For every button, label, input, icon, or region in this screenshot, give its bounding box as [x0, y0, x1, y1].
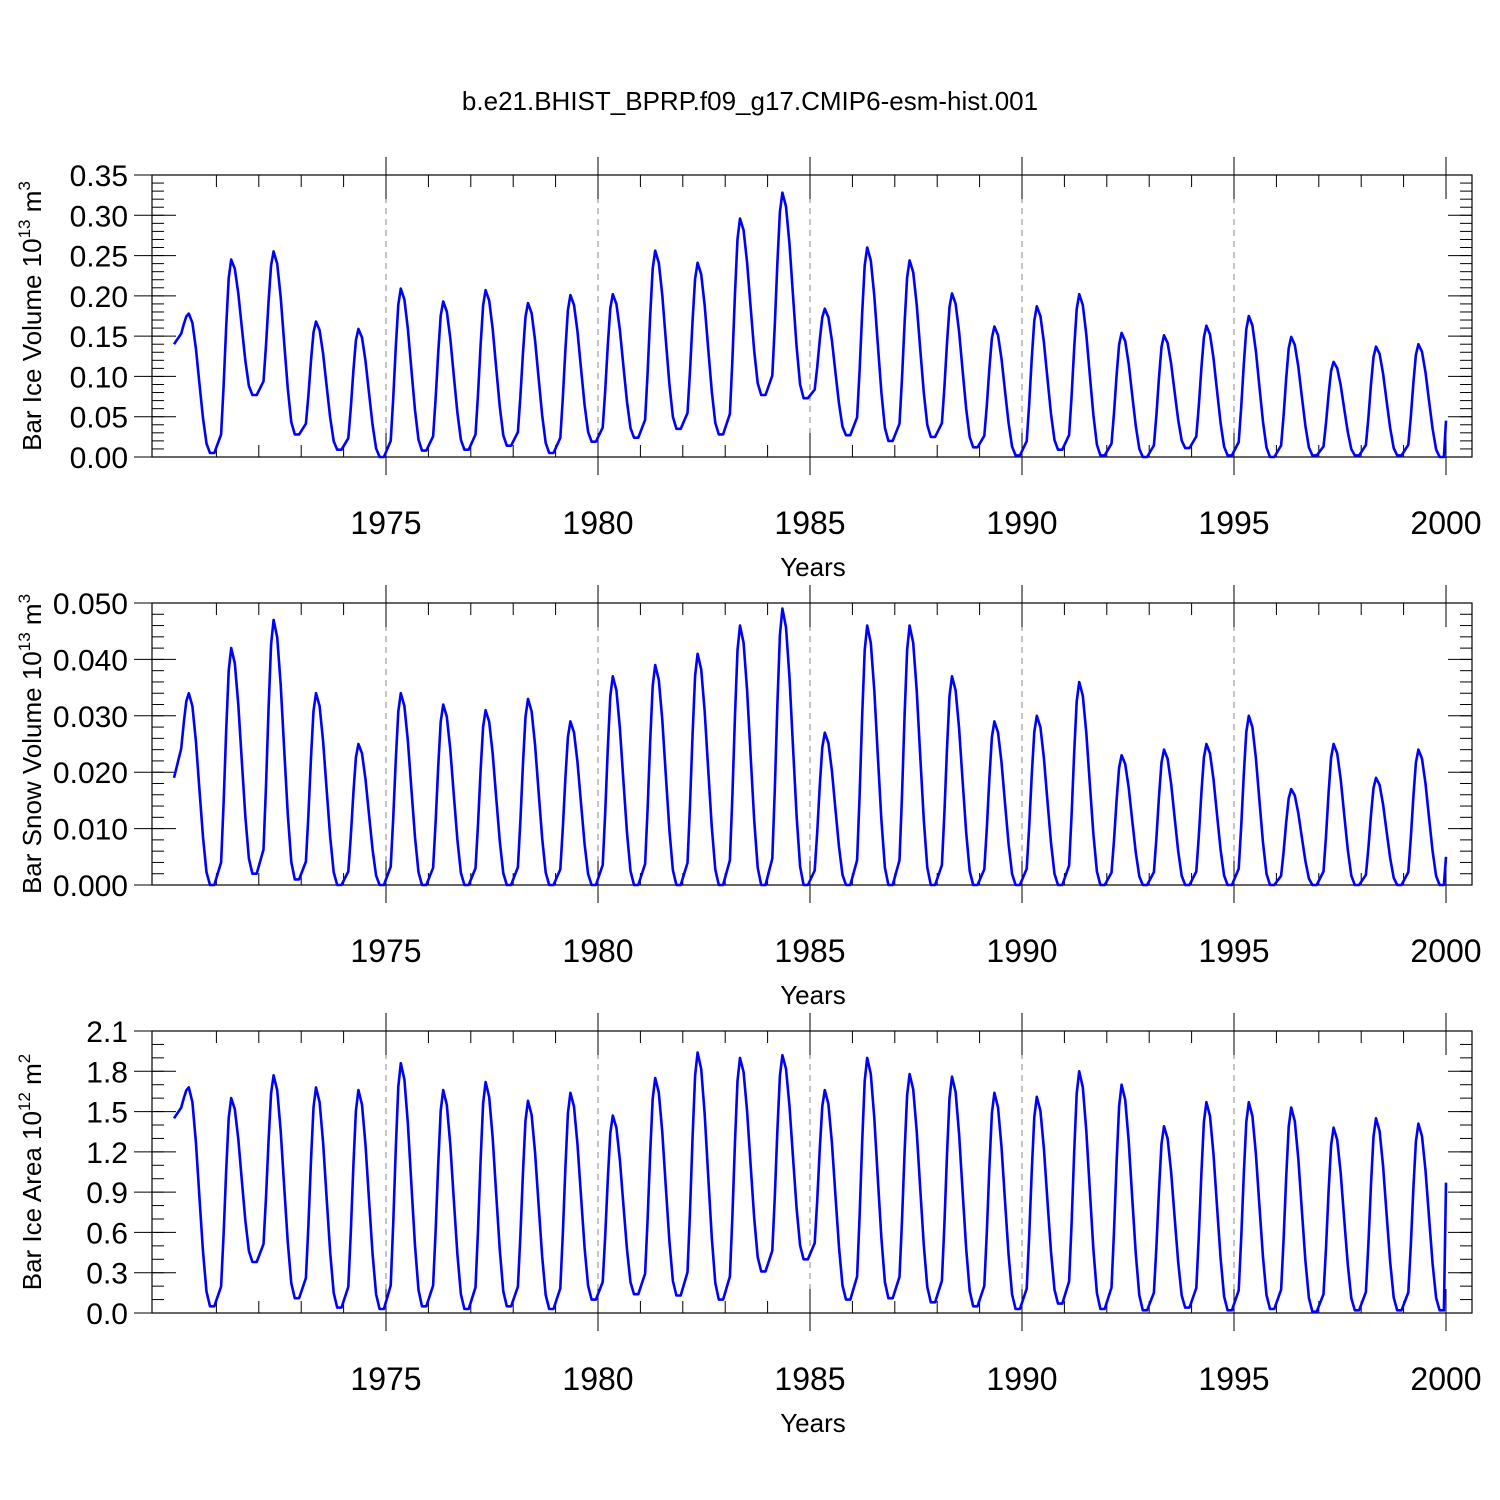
series-line: [172, 607, 1448, 887]
y-tick-label: 0.35: [70, 160, 128, 193]
y-tick-label: 0.020: [53, 757, 128, 790]
y-tick-label: 0.6: [86, 1217, 128, 1250]
figure-title: b.e21.BHIST_BPRP.f09_g17.CMIP6-esm-hist.…: [461, 86, 1039, 116]
x-tick-label: 1980: [562, 933, 633, 969]
x-tick-label: 1995: [1198, 505, 1269, 541]
y-tick-label: 1.5: [86, 1097, 128, 1130]
y-tick-label: 0.040: [53, 644, 128, 677]
x-tick-label: 1980: [562, 1361, 633, 1397]
y-tick-label: 1.8: [86, 1056, 128, 1089]
x-tick-label: 2000: [1410, 505, 1481, 541]
y-tick-label: 0.0: [86, 1298, 128, 1331]
y-tick-label: 0.050: [53, 588, 128, 621]
x-tick-label: 1975: [350, 505, 421, 541]
y-tick-label: 1.2: [86, 1137, 128, 1170]
y-tick-label: 0.030: [53, 701, 128, 734]
plot-frame: [151, 602, 1473, 886]
x-axis-label: Years: [780, 552, 846, 582]
y-axis-label: Bar Snow Volume 1013 m3: [15, 594, 47, 894]
y-tick-label: 2.1: [86, 1016, 128, 1049]
y-tick-label: 0.3: [86, 1258, 128, 1291]
x-axis-label: Years: [780, 980, 846, 1010]
plot-frame: [151, 174, 1473, 458]
x-tick-label: 1985: [774, 505, 845, 541]
y-tick-label: 0.05: [70, 402, 128, 435]
x-tick-label: 2000: [1410, 1361, 1481, 1397]
x-tick-label: 1980: [562, 505, 633, 541]
x-tick-label: 1995: [1198, 933, 1269, 969]
x-tick-label: 1985: [774, 1361, 845, 1397]
x-tick-label: 1990: [986, 1361, 1057, 1397]
y-tick-label: 0.010: [53, 814, 128, 847]
panel-snow-volume: 0.000 0.010 0.020 0.030 0.040 0.050 1975 1980 19…: [15, 585, 1482, 1010]
y-tick-label: 0.20: [70, 281, 128, 314]
plot-frame: [151, 1030, 1473, 1314]
panel-ice-volume: 0.00 0.05 0.10 0.15 0.20 0.25 0.30 0.35 1975 1980…: [15, 157, 1482, 582]
y-tick-label: 0.9: [86, 1177, 128, 1210]
x-tick-label: 1975: [350, 933, 421, 969]
series-line: [172, 1051, 1448, 1313]
y-tick-label: 0.15: [70, 321, 128, 354]
x-tick-label: 1995: [1198, 1361, 1269, 1397]
y-tick-label: 0.00: [70, 442, 128, 475]
y-tick-label: 0.25: [70, 241, 128, 274]
y-tick-label: 0.30: [70, 200, 128, 233]
x-tick-label: 1990: [986, 505, 1057, 541]
x-tick-label: 1985: [774, 933, 845, 969]
series-line: [172, 191, 1448, 459]
y-axis-label: Bar Ice Area 1012 m2: [15, 1054, 47, 1291]
y-tick-label: 0.10: [70, 361, 128, 394]
x-axis-label: Years: [780, 1408, 846, 1438]
y-tick-label: 0.000: [53, 870, 128, 903]
x-tick-label: 1975: [350, 1361, 421, 1397]
x-tick-label: 1990: [986, 933, 1057, 969]
y-axis-label: Bar Ice Volume 1013 m3: [15, 181, 47, 451]
x-tick-label: 2000: [1410, 933, 1481, 969]
panel-ice-area: 0.0 0.3 0.6 0.9 1.2 1.5 1.8 2.1 1975 1980 1985 1990…: [15, 1013, 1482, 1438]
